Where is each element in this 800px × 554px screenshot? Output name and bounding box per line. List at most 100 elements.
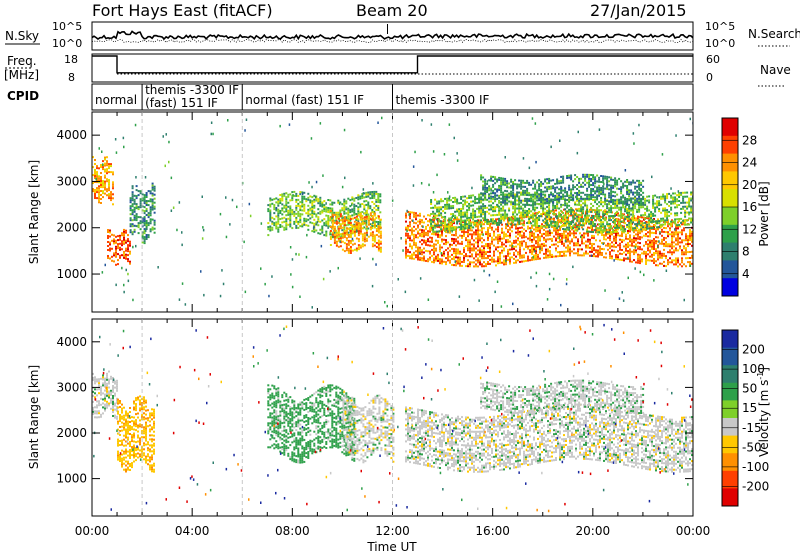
echo-cell [587, 252, 589, 255]
echo-cell [510, 217, 513, 220]
echo-cell [297, 204, 300, 207]
echo-cell [633, 259, 635, 262]
echo-cell [438, 230, 441, 233]
echo-cell [594, 225, 597, 228]
echo-cell [527, 237, 529, 240]
echo-cell [646, 225, 649, 228]
echo-cell [305, 200, 308, 203]
echo-cell [573, 236, 575, 239]
echo-cell [626, 185, 629, 187]
echo-cell [529, 259, 531, 262]
echo-cell [531, 232, 533, 235]
echo-cell [484, 215, 487, 217]
echo-cell [437, 255, 439, 258]
echo-cell [664, 209, 667, 212]
echo-cell [107, 231, 109, 233]
echo-cell [690, 205, 693, 208]
echo-cell [297, 194, 300, 197]
echo-cell [295, 216, 298, 219]
echo-cell [601, 242, 603, 244]
echo-cell [522, 199, 525, 202]
echo-cell [369, 218, 372, 221]
echo-cell [293, 212, 296, 215]
echo-cell [678, 200, 681, 202]
echo-cell [440, 220, 443, 223]
echo-cell [413, 211, 415, 214]
echo-cell [548, 185, 551, 188]
echo-cell [482, 209, 485, 212]
echo-cell [651, 239, 653, 242]
echo-cell [423, 239, 425, 242]
echo-cell [625, 233, 627, 236]
echo-cell [520, 207, 523, 210]
echo-cell [291, 213, 294, 216]
echo-cell [377, 207, 380, 209]
echo-cell [343, 228, 346, 231]
echo-cell [407, 236, 409, 239]
echo-cell [496, 190, 499, 193]
echo-cell [347, 215, 350, 218]
echo-cell [620, 226, 623, 229]
echo-cell [522, 207, 525, 210]
echo-cell [647, 247, 649, 250]
echo-cell [586, 228, 589, 231]
echo-cell [498, 199, 501, 202]
echo-cell [578, 177, 581, 180]
echo-cell [559, 253, 561, 255]
echo-cell [526, 203, 529, 206]
echo-cell [474, 222, 477, 225]
echo-cell [618, 206, 621, 209]
echo-cell [494, 220, 497, 223]
echo-cell [353, 205, 356, 208]
echo-cell [688, 203, 691, 206]
echo-cell [369, 226, 372, 229]
echo-cell [456, 210, 459, 213]
echo-cell [597, 251, 599, 254]
echo-cell [506, 199, 509, 202]
echo-cell [652, 214, 655, 217]
echo-cell [643, 224, 645, 227]
echo-cell [674, 222, 677, 225]
echo-cell [609, 247, 611, 250]
echo-cell [584, 204, 587, 207]
echo-cell [481, 257, 483, 260]
echo-cell [508, 196, 511, 199]
echo-cell [549, 232, 551, 235]
echo-cell [557, 241, 559, 244]
echo-cell [498, 223, 501, 226]
echo-cell [492, 183, 495, 186]
echo-cell [451, 247, 453, 250]
echo-cell [377, 217, 380, 220]
echo-cell [519, 246, 521, 249]
echo-cell [650, 221, 653, 224]
echo-cell [628, 213, 631, 216]
echo-cell [438, 218, 441, 221]
echo-cell [535, 236, 537, 239]
echo-cell [493, 254, 495, 257]
echo-cell [626, 181, 629, 183]
echo-cell [275, 225, 278, 228]
echo-cell [467, 245, 469, 248]
echo-cell [335, 240, 338, 243]
echo-cell [624, 200, 627, 203]
echo-cell [467, 243, 469, 246]
echo-cell [377, 249, 380, 252]
echo-cell [133, 224, 136, 227]
echo-cell [650, 217, 653, 220]
echo-cell [492, 197, 495, 200]
echo-cell [496, 221, 499, 224]
echo-cell [573, 230, 575, 233]
echo-cell [574, 201, 577, 204]
echo-cell [327, 209, 330, 211]
echo-cell [592, 174, 595, 177]
echo-cell [659, 242, 661, 245]
echo-cell [379, 242, 382, 245]
echo-cell [301, 205, 304, 208]
echo-cell [515, 249, 517, 252]
echo-cell [672, 202, 675, 205]
echo-cell [331, 209, 334, 212]
echo-cell [579, 216, 581, 219]
echo-cell [512, 189, 515, 191]
echo-cell [524, 197, 527, 200]
echo-cell [436, 208, 439, 211]
